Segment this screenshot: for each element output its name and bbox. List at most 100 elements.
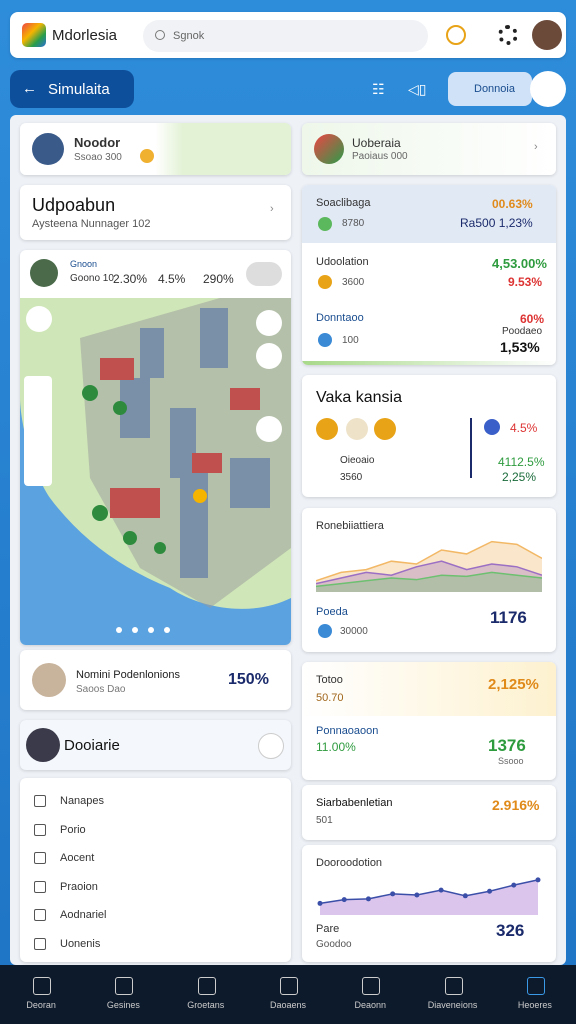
chart-sub: Goodoo (316, 939, 352, 950)
totals-sub: 50.70 (316, 692, 344, 704)
menu-item[interactable]: Uonenis (20, 935, 291, 957)
chart-value: 326 (496, 921, 525, 940)
menu-label: Praoion (60, 880, 98, 893)
profile-detail: Ssoao 300 (74, 152, 122, 163)
nav-label: Deaonn (354, 1000, 387, 1010)
chart-label: Pare (316, 923, 340, 935)
nav-icon (115, 977, 134, 995)
profile-card[interactable]: Noodor Ssoao 300 (20, 123, 291, 175)
profile-name: Uoberaia (352, 136, 401, 150)
menu-item[interactable]: Porio (20, 821, 291, 843)
action-button[interactable]: Donnoia (448, 72, 532, 106)
badge (140, 149, 154, 163)
kpi-icon (374, 418, 396, 440)
logo[interactable] (22, 23, 46, 47)
nav-item[interactable]: Gesines (82, 965, 164, 1024)
stat-sub: 8780 (342, 218, 365, 229)
kpi-card: Vaka kansia 4.5% Oieoaio 4112.5% 3560 2,… (302, 375, 556, 497)
menu-icon (34, 880, 46, 893)
chart-card: Ronebiiattiera Poeda 30000 1176 (302, 508, 556, 652)
kpi-row-value: 2,25% (502, 470, 537, 484)
chart-point (535, 877, 541, 883)
nav-item[interactable]: Deaonn (329, 965, 411, 1024)
menu-icon (34, 852, 46, 865)
back-label: Simulaita (48, 81, 110, 98)
totals-highlight (302, 662, 556, 716)
metric-value: 2.916% (492, 797, 540, 813)
chart-area (316, 561, 542, 592)
nav-icon (33, 977, 52, 995)
nav-icon (444, 977, 463, 995)
back-button[interactable]: ← Simulaita (10, 70, 134, 108)
nav-item[interactable]: Groetans (165, 965, 247, 1024)
nav-item[interactable]: Heoeres (494, 965, 576, 1024)
stat-sub-value: 1,53% (500, 339, 540, 355)
chart-label: Poeda (316, 606, 348, 618)
chart-value: 1176 (490, 608, 527, 627)
profile-detail: Paoiaus 000 (352, 151, 408, 162)
map-name: Gnoon (70, 259, 98, 269)
settings-button[interactable] (498, 25, 518, 45)
nav-label: Diaveneions (427, 1000, 478, 1010)
city-map[interactable] (20, 298, 291, 645)
menu-item[interactable]: Aodnariel (20, 906, 291, 928)
app-name: Mdorlesia (52, 27, 118, 44)
action-label: Donnoia (474, 83, 515, 95)
bottom-nav: Deoran Gesines Groetans Daoaens Deaonn Diaven… (0, 965, 576, 1024)
divider (470, 418, 472, 478)
search-field[interactable]: Sgnok (143, 20, 428, 52)
nav-item[interactable]: Deoran (0, 965, 82, 1024)
chart-line (319, 879, 539, 905)
summary-card[interactable]: Udpoabun Aysteena Nunnager 102 › (20, 185, 291, 240)
stats-bar (302, 361, 556, 365)
totals-row-value: 1376 (488, 736, 526, 755)
totals-row-label: Ponnaoaoon (316, 725, 379, 737)
chart-point (511, 882, 517, 888)
avatar[interactable] (532, 20, 562, 50)
menu-item[interactable]: Nanapes (20, 792, 291, 814)
chart-point (365, 896, 371, 902)
chart-point (317, 900, 323, 906)
more-button[interactable] (246, 262, 282, 286)
chip[interactable]: 2.30% (113, 272, 148, 286)
kpi-value: 4.5% (510, 421, 538, 435)
timer-button[interactable] (446, 25, 466, 45)
totals-value: 2,125% (488, 676, 539, 693)
summary-subtitle: Aysteena Nunnager 102 (32, 218, 151, 230)
chart-point (462, 893, 468, 899)
person-card[interactable]: Nomini Podenlonions Saoos Dao 150% (20, 650, 291, 710)
chart-area (320, 879, 538, 915)
chip[interactable]: 290% (203, 272, 234, 286)
nav-label: Gesines (106, 1000, 140, 1010)
section-arrow[interactable] (258, 733, 284, 759)
map-detail: Goono 10 (70, 273, 114, 284)
menu-label: Aodnariel (60, 909, 107, 922)
nav-icon (526, 977, 545, 995)
menu-item[interactable]: Aocent (20, 849, 291, 871)
menu-label: Aocent (60, 852, 95, 865)
grid-icon[interactable]: ☷ (372, 81, 385, 97)
nav-label: Heoeres (517, 1000, 552, 1010)
chip[interactable]: 4.5% (158, 272, 186, 286)
stat-icon (318, 217, 332, 231)
profile-logo (314, 134, 344, 164)
kpi-row-label: Oieoaio (340, 455, 375, 466)
stat-note: Poodaeo (502, 326, 543, 337)
metric-sub: 501 (316, 815, 333, 826)
profile-card[interactable]: Uoberaia Paoiaus 000 › (302, 123, 556, 175)
menu-label: Nanapes (60, 795, 105, 807)
profile-button[interactable] (530, 71, 566, 107)
section-title: Dooiarie (64, 737, 120, 754)
kpi-icon (346, 418, 368, 440)
menu-icon (34, 823, 46, 836)
chart-card: Dooroodotion Pare Goodoo 326 (302, 845, 556, 962)
share-icon[interactable]: ◁▯ (408, 81, 427, 97)
menu-item[interactable]: Praoion (20, 878, 291, 900)
section-header[interactable]: Dooiarie (20, 720, 291, 770)
chart-line (316, 540, 542, 582)
nav-item[interactable]: Daoaens (247, 965, 329, 1024)
chart-area (316, 572, 542, 592)
kpi-icon (316, 418, 338, 440)
nav-item[interactable]: Diaveneions (411, 965, 493, 1024)
